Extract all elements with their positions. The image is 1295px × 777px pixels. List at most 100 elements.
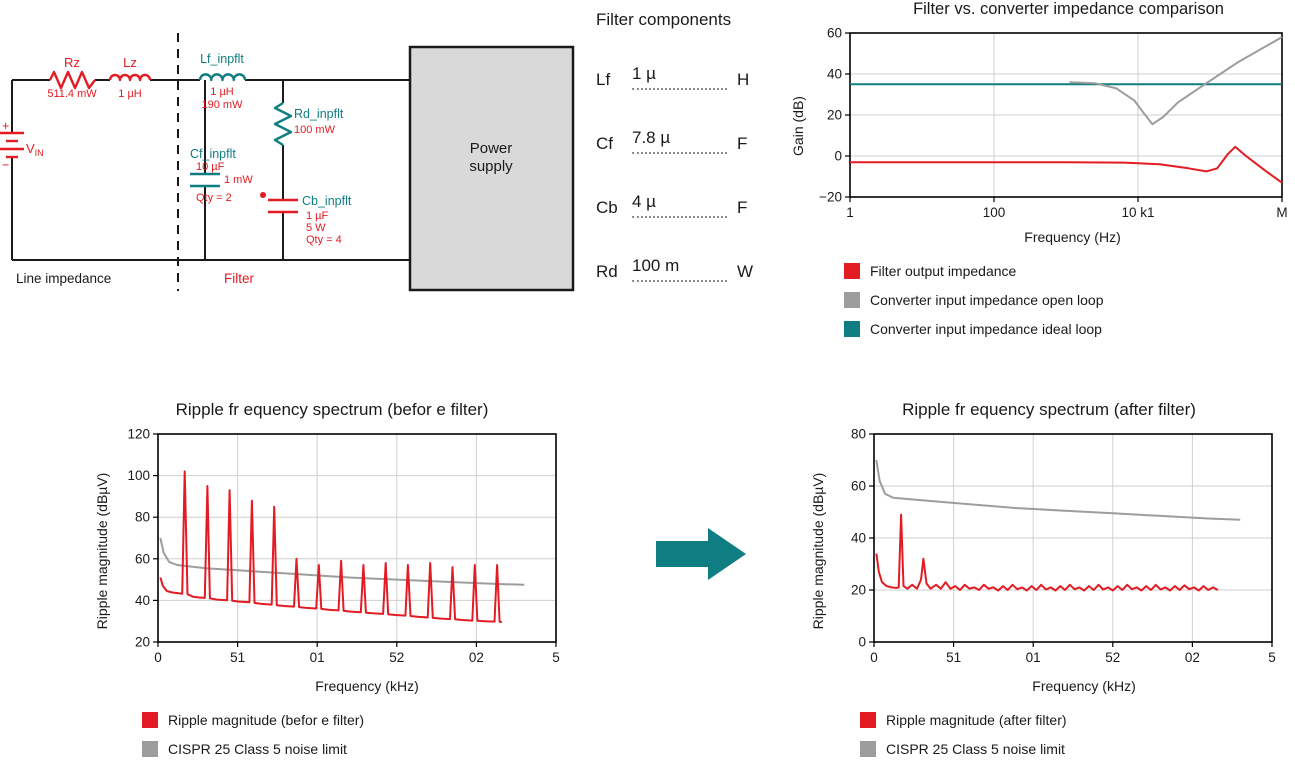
red-legend-swatch	[142, 712, 158, 728]
gray-legend-swatch	[844, 292, 860, 308]
ripple-after-legend: Ripple magnitude (after filter) CISPR 25…	[806, 712, 1292, 757]
svg-text:01: 01	[1026, 650, 1041, 665]
rz-label: Rz	[64, 55, 80, 70]
impedance-x-axis-label: Frequency (Hz)	[1024, 229, 1121, 245]
capacitor-cf	[190, 172, 220, 188]
rz-value: 511.4 mW	[47, 88, 97, 100]
svg-text:0: 0	[834, 149, 842, 164]
legend-item-converter-open-loop: Converter input impedance open loop	[844, 292, 1295, 308]
impedance-plot: 1 100 10 k1 M −20 0 20 40 60	[819, 26, 1288, 221]
teal-legend-swatch	[844, 321, 860, 337]
component-row-lf: Lf 1 µ H	[596, 64, 786, 90]
svg-text:51: 51	[946, 650, 961, 665]
component-unit-lf: H	[737, 70, 750, 89]
component-row-cf: Cf 7.8 µ F	[596, 128, 786, 154]
ripple-after-title: Ripple fr equency spectrum (after filter…	[902, 400, 1196, 419]
wires	[11, 79, 410, 261]
ripple-before-x-axis-label: Frequency (kHz)	[315, 678, 419, 694]
svg-text:60: 60	[851, 479, 866, 494]
ripple-after-chart: Ripple fr equency spectrum (after filter…	[806, 400, 1292, 770]
component-value-cf[interactable]: 7.8 µ	[632, 128, 727, 154]
component-value-cb[interactable]: 4 µ	[632, 192, 727, 218]
red-legend-swatch	[860, 712, 876, 728]
svg-text:5: 5	[1268, 650, 1276, 665]
svg-text:100: 100	[983, 205, 1006, 220]
legend-item-cispr-limit: CISPR 25 Class 5 noise limit	[142, 741, 574, 757]
legend-item-ripple-after: Ripple magnitude (after filter)	[860, 712, 1292, 728]
svg-text:1: 1	[846, 205, 854, 220]
lz-label: Lz	[123, 55, 137, 70]
resistor-rz	[48, 70, 96, 90]
svg-text:02: 02	[1185, 650, 1200, 665]
vin-label: VIN	[26, 141, 44, 158]
svg-text:52: 52	[1105, 650, 1120, 665]
ripple-before-y-axis-label: Ripple magnitude (dBµV)	[94, 472, 110, 630]
svg-text:02: 02	[469, 650, 484, 665]
svg-text:51: 51	[230, 650, 245, 665]
component-label-rd: Rd	[596, 262, 618, 281]
svg-text:0: 0	[858, 635, 866, 650]
inductor-lf	[198, 73, 247, 82]
power-supply-block	[408, 45, 575, 292]
svg-text:40: 40	[827, 67, 842, 82]
red-legend-swatch	[844, 263, 860, 279]
svg-text:60: 60	[827, 26, 842, 41]
cf-value-1: 10 µF	[196, 161, 225, 173]
component-value-lf[interactable]: 1 µ	[632, 64, 727, 90]
svg-text:40: 40	[135, 593, 150, 608]
component-label-lf: Lf	[596, 70, 611, 89]
svg-text:−20: −20	[819, 190, 842, 205]
svg-text:10 k1: 10 k1	[1121, 205, 1154, 220]
impedance-y-axis-label: Gain (dB)	[790, 96, 806, 156]
rd-label: Rd_inpflt	[294, 107, 344, 121]
svg-text:20: 20	[827, 108, 842, 123]
before-after-arrow-icon	[656, 528, 746, 580]
legend-item-cispr-limit: CISPR 25 Class 5 noise limit	[860, 741, 1292, 757]
svg-text:20: 20	[135, 635, 150, 650]
cf-value-2: 1 mW	[224, 174, 253, 186]
inductor-lz	[108, 73, 152, 82]
svg-text:80: 80	[135, 510, 150, 525]
schematic-panel: Rz 511.4 mW Lz 1 µH Lf_inpflt 1 µH 190 m…	[0, 5, 580, 305]
svg-text:0: 0	[154, 650, 162, 665]
power-supply-label-line1: Power	[470, 140, 513, 157]
component-label-cb: Cb	[596, 198, 618, 217]
cf-value-3: Qty = 2	[196, 192, 232, 204]
component-row-cb: Cb 4 µ F	[596, 192, 786, 218]
circuit-schematic: Rz 511.4 mW Lz 1 µH Lf_inpflt 1 µH 190 m…	[0, 33, 575, 292]
lf-label: Lf_inpflt	[200, 52, 244, 66]
component-unit-cf: F	[737, 134, 748, 153]
component-unit-rd: W	[737, 262, 754, 281]
svg-text:40: 40	[851, 531, 866, 546]
cb-value-1: 1 µF	[306, 210, 329, 222]
component-label-cf: Cf	[596, 134, 613, 153]
svg-text:100: 100	[127, 468, 150, 483]
svg-text:52: 52	[389, 650, 404, 665]
cb-polarity-dot	[260, 192, 266, 198]
svg-text:60: 60	[135, 551, 150, 566]
svg-text:M: M	[1276, 205, 1287, 220]
vin-minus-sign: −	[2, 158, 9, 172]
capacitor-cb	[260, 192, 298, 214]
ripple-before-title: Ripple fr equency spectrum (befor e filt…	[175, 400, 489, 419]
svg-text:80: 80	[851, 427, 866, 442]
cf-label: Cf_inpflt	[190, 147, 236, 161]
legend-item-converter-ideal-loop: Converter input impedance ideal loop	[844, 321, 1295, 337]
legend-item-ripple-before: Ripple magnitude (befor e filter)	[142, 712, 574, 728]
ripple-before-legend: Ripple magnitude (befor e filter) CISPR …	[90, 712, 574, 757]
svg-text:120: 120	[127, 427, 150, 442]
power-supply-label-line2: supply	[469, 158, 513, 175]
ripple-after-y-axis-label: Ripple magnitude (dBµV)	[810, 472, 826, 630]
component-unit-cb: F	[737, 198, 748, 217]
cb-value-2: 5 W	[306, 222, 326, 234]
component-value-rd[interactable]: 100 m	[632, 256, 727, 282]
svg-text:20: 20	[851, 583, 866, 598]
ripple-before-chart: Ripple fr equency spectrum (befor e filt…	[90, 400, 574, 770]
resistor-rd	[273, 101, 293, 147]
lz-value: 1 µH	[118, 88, 142, 100]
cb-value-3: Qty = 4	[306, 234, 342, 246]
svg-text:01: 01	[310, 650, 325, 665]
impedance-chart-title: Filter vs. converter impedance compariso…	[913, 0, 1224, 18]
gray-legend-swatch	[860, 741, 876, 757]
